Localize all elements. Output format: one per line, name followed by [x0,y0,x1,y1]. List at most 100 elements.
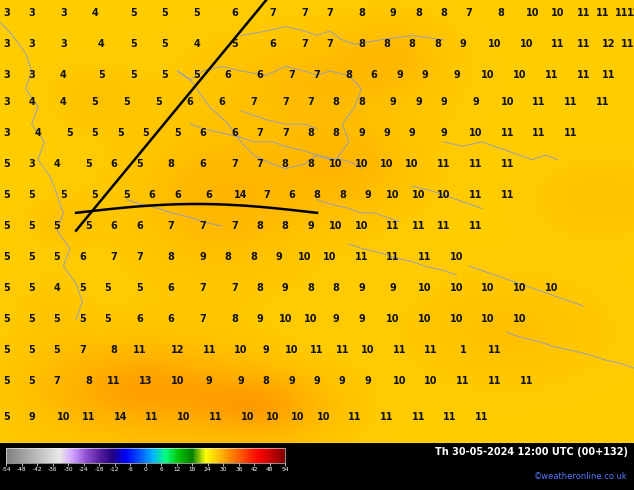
Text: 5: 5 [86,221,92,231]
Text: 7: 7 [257,128,263,138]
Text: 10: 10 [551,8,565,18]
Text: 5: 5 [29,221,35,231]
Text: 11: 11 [469,159,482,169]
Text: 11: 11 [310,345,324,355]
Text: 5: 5 [29,190,35,200]
Text: 9: 9 [365,190,371,200]
Text: 3: 3 [60,8,67,18]
Text: 5: 5 [130,39,136,49]
Text: 11: 11 [335,345,349,355]
Text: 10: 10 [329,159,343,169]
Text: 8: 8 [86,376,92,387]
Text: 4: 4 [193,39,200,49]
Text: 11: 11 [424,345,438,355]
Text: 5: 5 [124,97,130,107]
Text: 11: 11 [488,376,501,387]
Text: 1: 1 [460,345,466,355]
Text: 6: 6 [200,159,206,169]
Text: 5: 5 [3,283,10,293]
Text: 7: 7 [301,39,307,49]
Text: 7: 7 [327,39,333,49]
Text: 6: 6 [168,283,174,293]
Text: 11: 11 [209,412,223,422]
Text: 8: 8 [358,8,365,18]
Text: 8: 8 [111,345,117,355]
Text: 6: 6 [111,221,117,231]
Text: 9: 9 [257,314,263,324]
Text: 6: 6 [136,221,143,231]
Text: 8: 8 [225,252,231,262]
Text: 6: 6 [111,159,117,169]
Text: 8: 8 [168,252,174,262]
Text: 10: 10 [329,221,343,231]
Text: 10: 10 [411,190,425,200]
Text: 9: 9 [276,252,282,262]
Text: 11: 11 [595,97,609,107]
Text: 8: 8 [346,71,352,80]
Text: 9: 9 [441,97,447,107]
Text: 9: 9 [390,283,396,293]
Text: 8: 8 [358,97,365,107]
Text: 5: 5 [29,283,35,293]
Text: 7: 7 [327,8,333,18]
Text: 3: 3 [3,128,10,138]
Text: 8: 8 [358,39,365,49]
Text: 8: 8 [314,190,320,200]
Text: 10: 10 [450,252,463,262]
Text: 10: 10 [545,283,559,293]
Text: 9: 9 [472,97,479,107]
Text: 9: 9 [396,71,403,80]
Text: 7: 7 [231,283,238,293]
Text: 7: 7 [111,252,117,262]
Text: 6: 6 [136,314,143,324]
Text: 10: 10 [481,314,495,324]
Text: 9: 9 [206,376,212,387]
Text: 9: 9 [282,283,288,293]
Text: 10: 10 [386,190,400,200]
Text: 5: 5 [92,97,98,107]
Text: 6: 6 [168,314,174,324]
Text: 12: 12 [627,8,634,18]
Text: 9: 9 [384,128,390,138]
Text: 5: 5 [162,39,168,49]
Text: 10: 10 [234,345,248,355]
Text: 8: 8 [250,252,257,262]
Text: 8: 8 [307,128,314,138]
Text: 7: 7 [282,97,288,107]
Text: 11: 11 [145,412,159,422]
Text: 5: 5 [3,221,10,231]
Text: 11: 11 [437,159,451,169]
Text: 6: 6 [231,8,238,18]
Text: 9: 9 [358,128,365,138]
Text: 11: 11 [551,39,565,49]
Text: 9: 9 [415,97,422,107]
Text: 5: 5 [54,314,60,324]
Text: 8: 8 [409,39,415,49]
Text: 9: 9 [263,345,269,355]
Text: 7: 7 [466,8,472,18]
Text: 10: 10 [519,39,533,49]
Text: 8: 8 [333,97,339,107]
Text: 8: 8 [333,283,339,293]
Text: 7: 7 [282,128,288,138]
Text: 10: 10 [323,252,337,262]
Text: 6: 6 [174,190,181,200]
Text: 5: 5 [130,8,136,18]
Text: 7: 7 [307,97,314,107]
Text: 11: 11 [437,221,451,231]
Text: 11: 11 [500,190,514,200]
Text: 4: 4 [54,159,60,169]
Text: 10: 10 [526,8,540,18]
Text: 3: 3 [3,71,10,80]
Text: 6: 6 [79,252,86,262]
Text: 13: 13 [139,376,153,387]
Text: 10: 10 [354,221,368,231]
Text: 5: 5 [105,283,111,293]
Text: 11: 11 [392,345,406,355]
Text: 8: 8 [339,190,346,200]
Text: 8: 8 [384,39,390,49]
Text: 7: 7 [263,190,269,200]
Text: 7: 7 [314,71,320,80]
Text: 5: 5 [29,345,35,355]
Text: 10: 10 [392,376,406,387]
